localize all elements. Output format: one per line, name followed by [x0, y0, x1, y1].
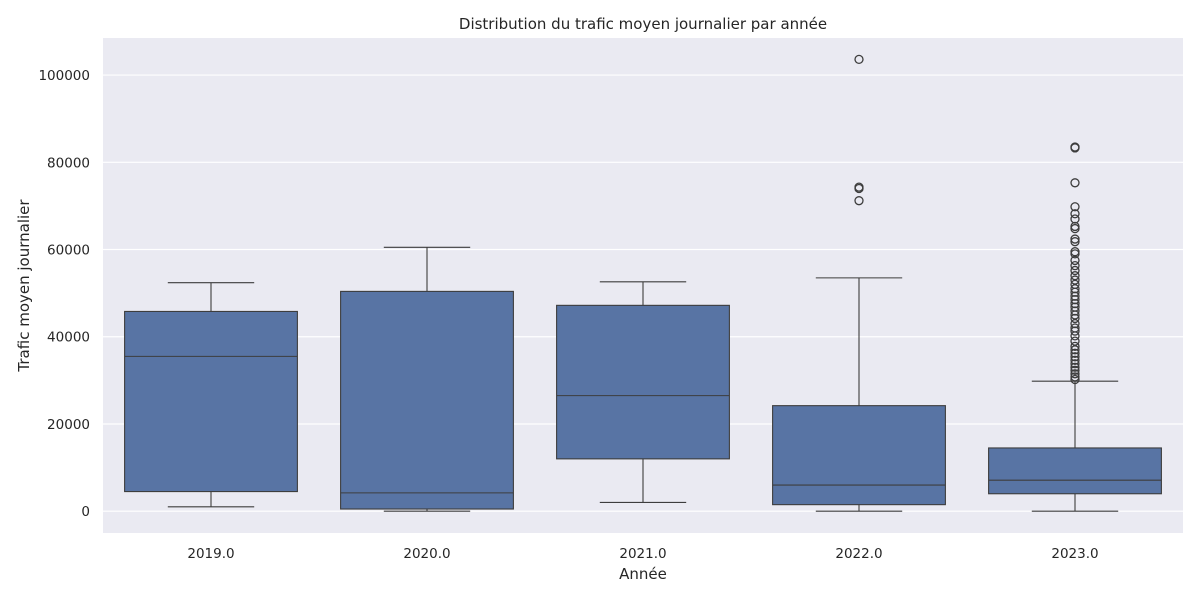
box-series: [124, 54, 1162, 512]
outlier-point: [1070, 279, 1080, 290]
iqr-box: [772, 405, 946, 506]
iqr-box: [556, 304, 730, 460]
outlier-point: [1070, 275, 1080, 285]
iqr-box: [124, 310, 298, 493]
x-tick-label: 2022.0: [835, 546, 882, 562]
outlier-point: [1070, 372, 1080, 382]
box-2021.0: [556, 281, 730, 504]
outlier-point: [1070, 255, 1080, 266]
outlier-point: [1070, 345, 1080, 355]
outlier-point: [1070, 202, 1080, 212]
x-tick-label: 2020.0: [403, 546, 450, 562]
outlier-point: [1070, 209, 1080, 219]
outlier-point: [1070, 374, 1080, 385]
outlier-point: [1070, 365, 1080, 375]
outlier-point: [1070, 142, 1080, 152]
outlier-point: [1070, 359, 1080, 369]
y-tick-label: 0: [81, 504, 90, 520]
outlier-point: [1070, 265, 1080, 276]
outlier-point: [1070, 247, 1080, 257]
outlier-point: [1070, 355, 1080, 365]
outlier-point: [854, 196, 864, 206]
iqr-box: [988, 447, 1162, 495]
outlier-point: [854, 182, 864, 192]
outlier-point: [1070, 336, 1080, 346]
outlier-point: [1070, 369, 1080, 379]
y-tick-label: 60000: [47, 243, 90, 259]
x-tick-label: 2023.0: [1051, 546, 1098, 562]
outlier-point: [1070, 352, 1080, 362]
outlier-point: [1070, 319, 1080, 329]
outlier-point: [1070, 341, 1080, 351]
x-axis-label: Année: [619, 565, 667, 583]
y-axis-label: Trafic moyen journalier: [15, 199, 33, 373]
outlier-point: [1070, 234, 1080, 244]
outlier-point: [854, 54, 864, 65]
y-tick-label: 100000: [38, 68, 90, 84]
box-2019.0: [124, 282, 298, 508]
x-tick-label: 2019.0: [187, 546, 234, 562]
outlier-point: [1070, 214, 1080, 224]
y-tick-label: 20000: [47, 417, 90, 433]
box-2023.0: [988, 142, 1162, 512]
x-tick-label: 2021.0: [619, 546, 666, 562]
outlier-point: [1070, 284, 1080, 294]
outlier-point: [1070, 178, 1080, 188]
outlier-point: [1070, 348, 1080, 358]
y-tick-label: 80000: [47, 155, 90, 171]
box-2020.0: [340, 246, 514, 512]
outlier-point: [1070, 323, 1080, 333]
x-axis-ticks: 2019.0 2020.0 2021.0 2022.0 2023.0: [187, 546, 1098, 562]
y-axis-ticks: 0 20000 40000 60000 80000 100000: [38, 68, 90, 520]
chart-title: Distribution du trafic moyen journalier …: [459, 15, 827, 33]
outlier-point: [1070, 237, 1080, 247]
outlier-point: [1070, 261, 1080, 271]
outlier-point: [1070, 362, 1080, 372]
iqr-box: [340, 290, 514, 510]
box-2022.0: [772, 54, 946, 512]
y-tick-label: 40000: [47, 330, 90, 346]
outlier-point: [1070, 271, 1080, 281]
